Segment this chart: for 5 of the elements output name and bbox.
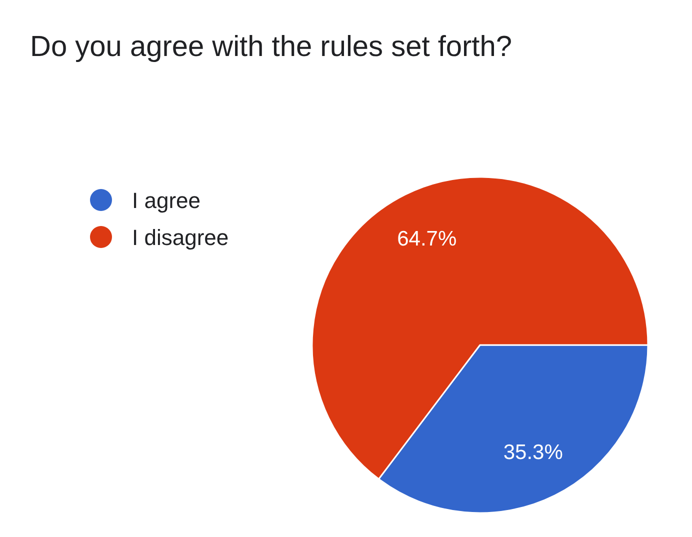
data-label: 35.3% xyxy=(503,441,563,464)
legend-label: I disagree xyxy=(132,224,229,250)
chart-title: Do you agree with the rules set forth? xyxy=(30,31,512,63)
legend-label: I agree xyxy=(132,188,200,213)
data-label: 64.7% xyxy=(397,228,457,251)
